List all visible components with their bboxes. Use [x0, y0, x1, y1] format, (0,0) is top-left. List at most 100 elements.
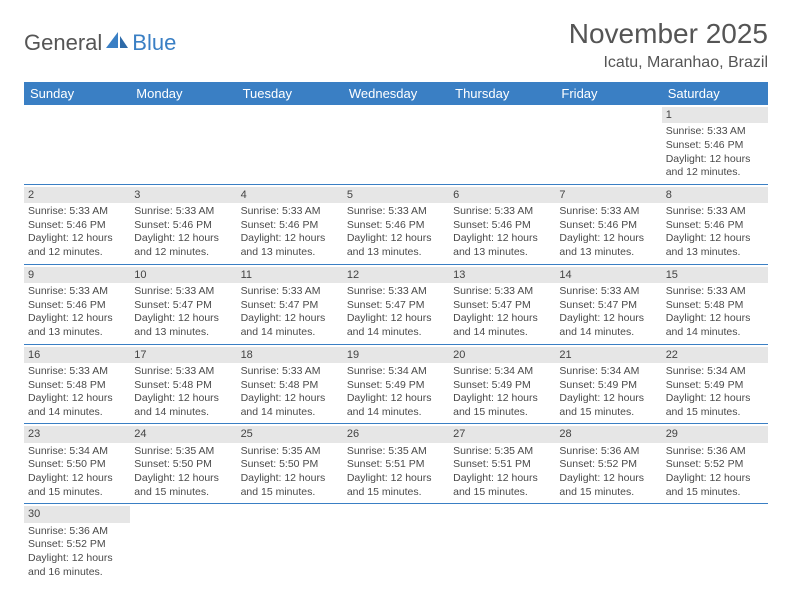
- day-details: Sunrise: 5:33 AMSunset: 5:46 PMDaylight:…: [28, 285, 126, 340]
- sunset-line: Sunset: 5:50 PM: [134, 458, 232, 472]
- day-cell: 28Sunrise: 5:36 AMSunset: 5:52 PMDayligh…: [555, 424, 661, 504]
- day-number: 2: [24, 187, 130, 203]
- day-cell: 6Sunrise: 5:33 AMSunset: 5:46 PMDaylight…: [449, 184, 555, 264]
- daylight-line: Daylight: 12 hours and 15 minutes.: [241, 472, 339, 499]
- day-details: Sunrise: 5:33 AMSunset: 5:46 PMDaylight:…: [666, 125, 764, 180]
- sunset-line: Sunset: 5:47 PM: [347, 299, 445, 313]
- day-cell: 27Sunrise: 5:35 AMSunset: 5:51 PMDayligh…: [449, 424, 555, 504]
- empty-cell: [237, 105, 343, 184]
- day-number: 16: [24, 347, 130, 363]
- sunset-line: Sunset: 5:48 PM: [666, 299, 764, 313]
- daylight-line: Daylight: 12 hours and 15 minutes.: [666, 472, 764, 499]
- day-details: Sunrise: 5:33 AMSunset: 5:46 PMDaylight:…: [666, 205, 764, 260]
- day-number: 17: [130, 347, 236, 363]
- sunset-line: Sunset: 5:47 PM: [559, 299, 657, 313]
- logo-text-2: Blue: [132, 30, 176, 56]
- day-number: 29: [662, 426, 768, 442]
- day-details: Sunrise: 5:33 AMSunset: 5:46 PMDaylight:…: [134, 205, 232, 260]
- daylight-line: Daylight: 12 hours and 13 minutes.: [134, 312, 232, 339]
- sunset-line: Sunset: 5:52 PM: [28, 538, 126, 552]
- sunrise-line: Sunrise: 5:33 AM: [453, 205, 551, 219]
- daylight-line: Daylight: 12 hours and 14 minutes.: [347, 392, 445, 419]
- day-cell: 1Sunrise: 5:33 AMSunset: 5:46 PMDaylight…: [662, 105, 768, 184]
- sunset-line: Sunset: 5:46 PM: [28, 299, 126, 313]
- empty-cell: [662, 504, 768, 583]
- sunrise-line: Sunrise: 5:33 AM: [134, 205, 232, 219]
- daylight-line: Daylight: 12 hours and 14 minutes.: [241, 312, 339, 339]
- weekday-header-row: SundayMondayTuesdayWednesdayThursdayFrid…: [24, 82, 768, 105]
- sunset-line: Sunset: 5:49 PM: [666, 379, 764, 393]
- sunset-line: Sunset: 5:48 PM: [134, 379, 232, 393]
- daylight-line: Daylight: 12 hours and 13 minutes.: [347, 232, 445, 259]
- day-number: 9: [24, 267, 130, 283]
- day-cell: 24Sunrise: 5:35 AMSunset: 5:50 PMDayligh…: [130, 424, 236, 504]
- day-details: Sunrise: 5:34 AMSunset: 5:49 PMDaylight:…: [559, 365, 657, 420]
- day-cell: 3Sunrise: 5:33 AMSunset: 5:46 PMDaylight…: [130, 184, 236, 264]
- day-cell: 19Sunrise: 5:34 AMSunset: 5:49 PMDayligh…: [343, 344, 449, 424]
- day-number: 18: [237, 347, 343, 363]
- day-details: Sunrise: 5:36 AMSunset: 5:52 PMDaylight:…: [28, 525, 126, 580]
- empty-cell: [343, 105, 449, 184]
- daylight-line: Daylight: 12 hours and 14 minutes.: [241, 392, 339, 419]
- day-cell: 17Sunrise: 5:33 AMSunset: 5:48 PMDayligh…: [130, 344, 236, 424]
- day-number: 27: [449, 426, 555, 442]
- day-number: 11: [237, 267, 343, 283]
- day-cell: 30 Sunrise: 5:36 AMSunset: 5:52 PMDayligh…: [24, 504, 130, 583]
- sunrise-line: Sunrise: 5:33 AM: [347, 285, 445, 299]
- calendar-row: 1Sunrise: 5:33 AMSunset: 5:46 PMDaylight…: [24, 105, 768, 184]
- sunrise-line: Sunrise: 5:35 AM: [453, 445, 551, 459]
- day-number: 15: [662, 267, 768, 283]
- sunrise-line: Sunrise: 5:34 AM: [453, 365, 551, 379]
- day-cell: 2 Sunrise: 5:33 AMSunset: 5:46 PMDaylight…: [24, 184, 130, 264]
- daylight-line: Daylight: 12 hours and 14 minutes.: [666, 312, 764, 339]
- day-cell: 29Sunrise: 5:36 AMSunset: 5:52 PMDayligh…: [662, 424, 768, 504]
- day-number: 5: [343, 187, 449, 203]
- daylight-line: Daylight: 12 hours and 13 minutes.: [559, 232, 657, 259]
- sunrise-line: Sunrise: 5:33 AM: [241, 365, 339, 379]
- day-cell: 15Sunrise: 5:33 AMSunset: 5:48 PMDayligh…: [662, 264, 768, 344]
- sunrise-line: Sunrise: 5:33 AM: [134, 365, 232, 379]
- logo-text-1: General: [24, 30, 102, 56]
- sunset-line: Sunset: 5:47 PM: [134, 299, 232, 313]
- sunrise-line: Sunrise: 5:33 AM: [28, 285, 126, 299]
- sunset-line: Sunset: 5:49 PM: [559, 379, 657, 393]
- calendar-row: 16Sunrise: 5:33 AMSunset: 5:48 PMDayligh…: [24, 344, 768, 424]
- day-number: 24: [130, 426, 236, 442]
- day-cell: 4Sunrise: 5:33 AMSunset: 5:46 PMDaylight…: [237, 184, 343, 264]
- day-cell: 25Sunrise: 5:35 AMSunset: 5:50 PMDayligh…: [237, 424, 343, 504]
- calendar-body: 1Sunrise: 5:33 AMSunset: 5:46 PMDaylight…: [24, 105, 768, 583]
- empty-cell: [449, 105, 555, 184]
- daylight-line: Daylight: 12 hours and 12 minutes.: [666, 153, 764, 180]
- location: Icatu, Maranhao, Brazil: [569, 54, 768, 72]
- day-number: 14: [555, 267, 661, 283]
- weekday-header: Saturday: [662, 82, 768, 105]
- title-block: November 2025 Icatu, Maranhao, Brazil: [569, 18, 768, 72]
- calendar-row: 30 Sunrise: 5:36 AMSunset: 5:52 PMDayligh…: [24, 504, 768, 583]
- day-details: Sunrise: 5:33 AMSunset: 5:46 PMDaylight:…: [28, 205, 126, 260]
- daylight-line: Daylight: 12 hours and 15 minutes.: [559, 392, 657, 419]
- day-number: 30: [24, 506, 130, 522]
- day-details: Sunrise: 5:35 AMSunset: 5:51 PMDaylight:…: [347, 445, 445, 500]
- sunset-line: Sunset: 5:46 PM: [559, 219, 657, 233]
- sunset-line: Sunset: 5:49 PM: [347, 379, 445, 393]
- sunrise-line: Sunrise: 5:36 AM: [28, 525, 126, 539]
- daylight-line: Daylight: 12 hours and 14 minutes.: [347, 312, 445, 339]
- daylight-line: Daylight: 12 hours and 12 minutes.: [134, 232, 232, 259]
- calendar-row: 9Sunrise: 5:33 AMSunset: 5:46 PMDaylight…: [24, 264, 768, 344]
- sunrise-line: Sunrise: 5:33 AM: [559, 285, 657, 299]
- day-number: 28: [555, 426, 661, 442]
- day-cell: 5Sunrise: 5:33 AMSunset: 5:46 PMDaylight…: [343, 184, 449, 264]
- day-number: 12: [343, 267, 449, 283]
- calendar-row: 23Sunrise: 5:34 AMSunset: 5:50 PMDayligh…: [24, 424, 768, 504]
- header: General Blue November 2025 Icatu, Maranh…: [24, 18, 768, 72]
- sunset-line: Sunset: 5:46 PM: [134, 219, 232, 233]
- day-details: Sunrise: 5:35 AMSunset: 5:50 PMDaylight:…: [241, 445, 339, 500]
- sunrise-line: Sunrise: 5:34 AM: [666, 365, 764, 379]
- day-details: Sunrise: 5:33 AMSunset: 5:48 PMDaylight:…: [28, 365, 126, 420]
- day-cell: 21Sunrise: 5:34 AMSunset: 5:49 PMDayligh…: [555, 344, 661, 424]
- daylight-line: Daylight: 12 hours and 13 minutes.: [241, 232, 339, 259]
- empty-cell: [343, 504, 449, 583]
- sunrise-line: Sunrise: 5:34 AM: [559, 365, 657, 379]
- sunrise-line: Sunrise: 5:35 AM: [134, 445, 232, 459]
- daylight-line: Daylight: 12 hours and 15 minutes.: [347, 472, 445, 499]
